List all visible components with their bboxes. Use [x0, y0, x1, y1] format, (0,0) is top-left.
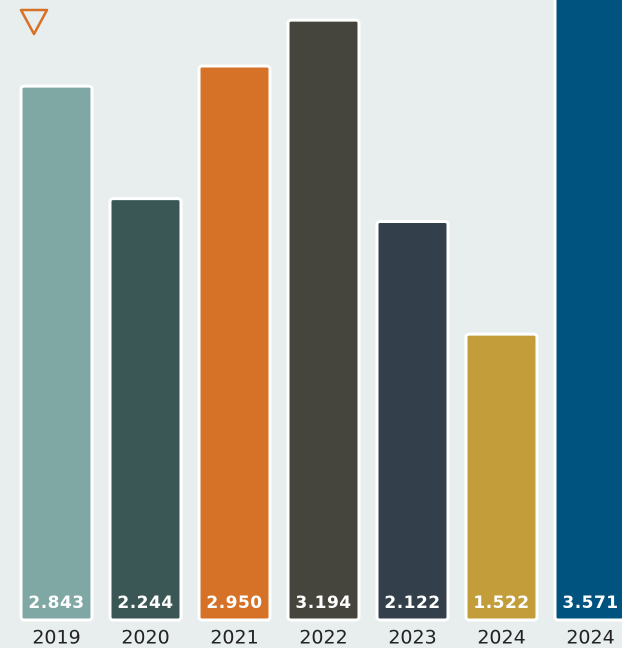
value-label: 2.244 [117, 593, 173, 613]
bar [108, 197, 183, 622]
value-label: 2.122 [384, 593, 440, 613]
bar [286, 18, 361, 622]
x-tick-label: 2020 [121, 627, 169, 648]
bar [197, 64, 272, 622]
x-tick-label: 2024 [477, 627, 525, 648]
x-tick-label: 2023 [388, 627, 436, 648]
value-label: 3.571 [562, 593, 618, 613]
value-label: 2.843 [28, 593, 84, 613]
bar [464, 332, 539, 622]
bar [375, 219, 450, 622]
x-tick-label: 2022 [299, 627, 347, 648]
x-tick-label: 2021 [210, 627, 258, 648]
value-label: 3.194 [295, 593, 351, 613]
value-label: 2.950 [206, 593, 262, 613]
bar [553, 0, 622, 622]
value-label: 1.522 [473, 593, 529, 613]
sort-icon[interactable] [19, 8, 49, 36]
x-tick-label: 2019 [32, 627, 80, 648]
x-tick-label: 2024 [566, 627, 614, 648]
bar [19, 84, 94, 622]
